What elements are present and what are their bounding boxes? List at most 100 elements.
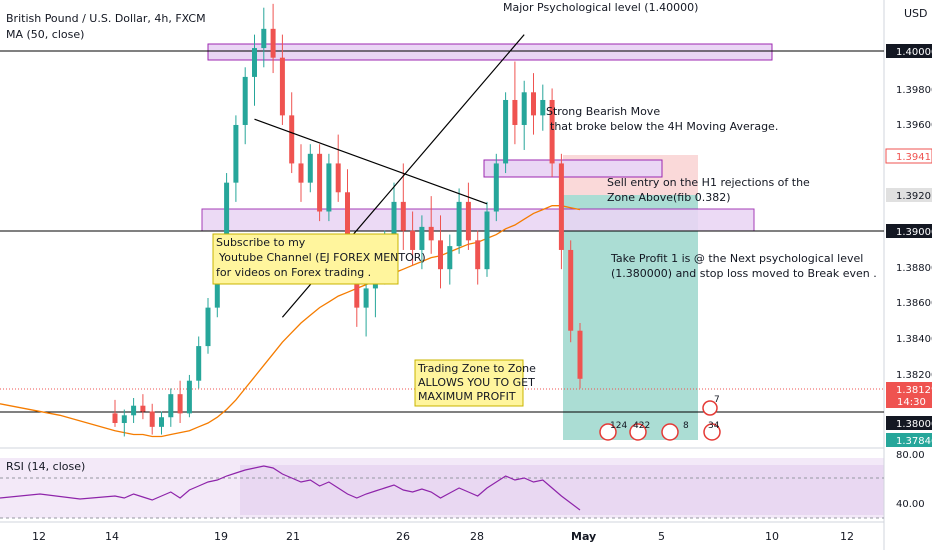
event-badge-count: 422 (633, 421, 650, 431)
time-tick: 14 (105, 530, 119, 543)
candle-up (540, 99, 546, 116)
event-flags[interactable]: 7 124 422 8 34 (599, 395, 721, 441)
candle-down (345, 192, 350, 260)
last-price-tag (886, 382, 932, 408)
time-tick: 5 (658, 530, 665, 543)
candle-up (456, 201, 462, 247)
rsi-band (240, 465, 884, 515)
candle-down (335, 163, 341, 193)
time-axis[interactable]: 12 14 19 21 26 28 May 5 10 12 (32, 530, 854, 543)
candle-down (317, 153, 323, 212)
event-badge-count: 8 (683, 421, 689, 431)
price-tick: 1.39800 (896, 85, 932, 96)
zone-profit-text-1: Trading Zone to Zone (417, 362, 536, 375)
price-axis[interactable]: USD 1.40000 1.39800 1.39600 1.39416 1.39… (885, 7, 932, 510)
candle-down (112, 413, 118, 424)
price-tag-1-38000 (886, 416, 932, 430)
candle-up (363, 288, 369, 308)
rsi-label: RSI (14, close) (6, 460, 85, 473)
price-tick: 1.39416 (896, 152, 932, 163)
candle-up (242, 76, 248, 125)
countdown: 14:30 (897, 397, 926, 408)
bearish-move-text-1: Strong Bearish Move (546, 105, 660, 118)
rsi-layer (0, 465, 884, 519)
candle-up (493, 163, 499, 212)
candle-up (521, 92, 527, 125)
candle-up (205, 307, 211, 347)
candle-up (503, 99, 509, 164)
event-badge-count: 124 (610, 421, 627, 431)
take-profit-text-1: Take Profit 1 is @ the Next psychologica… (610, 252, 863, 265)
trend-line[interactable] (254, 118, 488, 205)
time-tick: 21 (286, 530, 300, 543)
last-price-value: 1.38129 (896, 385, 932, 396)
zone-sell (483, 159, 663, 178)
time-tick: 26 (396, 530, 410, 543)
candle-down (549, 99, 555, 164)
candle-up (252, 48, 257, 77)
candle-up (326, 163, 332, 212)
rsi-tick: 80.00 (896, 450, 925, 461)
subscribe-text-3: for videos on Forex trading . (216, 266, 371, 279)
rsi-line (0, 465, 581, 511)
symbol-title: British Pound / U.S. Dollar, 4h, FXCM (6, 12, 206, 25)
take-profit-text-2: (1.380000) and stop loss moved to Break … (611, 267, 877, 280)
candle-up (391, 201, 397, 241)
price-tag-entry (886, 188, 932, 202)
price-tick: 1.40000 (896, 47, 932, 58)
zone-profit-box (414, 359, 524, 407)
price-tag-target (886, 433, 932, 447)
candle-up (196, 346, 202, 381)
time-tick: May (571, 530, 596, 543)
candle-up (168, 394, 174, 418)
zone-profit-text-3: MAXIMUM PROFIT (418, 390, 516, 403)
price-tag-1-40000 (886, 44, 932, 58)
event-badge-count: 34 (708, 421, 720, 431)
event-flag-icon[interactable] (661, 423, 679, 441)
candle-up (121, 415, 127, 424)
price-tick: 1.38200 (896, 370, 932, 381)
bearish-move-text-2: that broke below the 4H Moving Average. (550, 120, 778, 133)
event-flag-icon[interactable] (599, 423, 617, 441)
zone-profit-text-2: ALLOWS YOU TO GET (418, 376, 535, 389)
candle-down (140, 405, 146, 412)
take-profit-zone (563, 195, 698, 440)
ma-line (0, 205, 581, 438)
time-tick: 28 (470, 530, 484, 543)
subscribe-text-2: Youtube Channel (EJ FOREX MENTOR) (218, 251, 426, 264)
candle-down (531, 92, 536, 116)
time-tick: 12 (840, 530, 854, 543)
candle-down (577, 330, 583, 379)
candle-down (475, 240, 481, 270)
candle-down (270, 28, 276, 58)
price-tag-stop (885, 148, 932, 164)
candle-up (484, 211, 490, 270)
ma-layer (0, 205, 581, 438)
sell-entry-text-1: Sell entry on the H1 rejections of the (607, 176, 810, 189)
event-flag-icon[interactable] (629, 423, 647, 441)
candle-up (224, 182, 230, 260)
candle-down (410, 230, 416, 250)
zone-1-39000 (201, 208, 755, 232)
candle-up (419, 226, 425, 250)
subscribe-box (212, 233, 399, 285)
candle-up (159, 417, 164, 427)
price-tag-1-39000 (886, 224, 932, 238)
event-flag-icon[interactable] (703, 423, 721, 441)
ma-label: MA (50, close) (6, 28, 84, 41)
candle-up (261, 28, 267, 49)
candle-up (447, 246, 453, 270)
price-tick: 1.38800 (896, 263, 932, 274)
sell-entry-text-2: Zone Above(fib 0.382) (607, 191, 731, 204)
time-tick: 19 (214, 530, 228, 543)
top-annotation: Major Psychological level (1.40000) (503, 1, 698, 14)
subscribe-text-1: Subscribe to my (216, 236, 306, 249)
candle-down (289, 115, 295, 164)
time-tick: 12 (32, 530, 46, 543)
event-flag-icon[interactable] (702, 400, 718, 416)
price-tick: 1.37846 (896, 436, 932, 447)
price-tick: 1.38400 (896, 334, 932, 345)
